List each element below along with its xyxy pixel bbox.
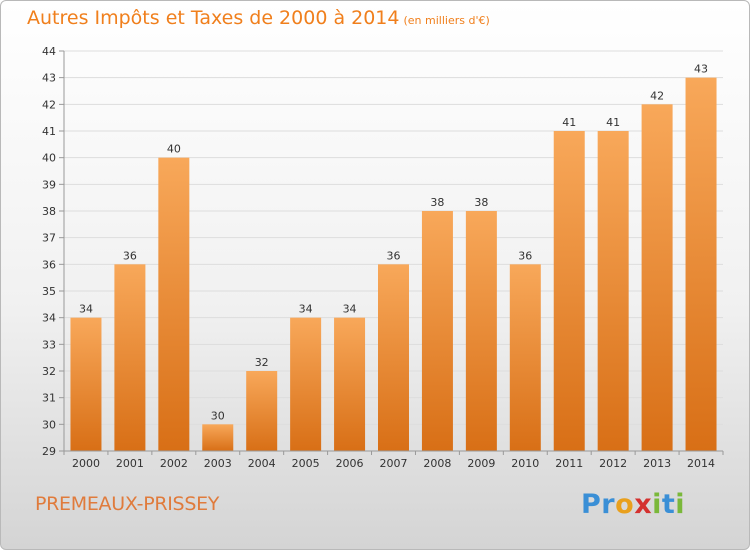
place-name: PREMEAUX-PRISSEY (35, 493, 220, 515)
bar-value-label: 32 (255, 356, 269, 369)
bar-value-label: 34 (79, 303, 93, 316)
data-labels: 34 36 40 30 32 34 34 36 38 38 36 41 41 42 43 (79, 63, 708, 423)
x-tick-label: 2009 (467, 457, 495, 470)
logo-letter: x (634, 489, 653, 520)
x-tick-label: 2006 (336, 457, 364, 470)
bar (378, 264, 409, 451)
x-tick-label: 2012 (599, 457, 627, 470)
bar (641, 104, 673, 451)
y-tick-label: 31 (42, 392, 56, 405)
bar-value-label: 34 (299, 303, 313, 316)
bar-value-label: 38 (474, 196, 488, 209)
bar-value-label: 42 (650, 89, 664, 102)
x-tick-label: 2014 (687, 457, 715, 470)
bar-value-label: 40 (167, 143, 181, 156)
bar-value-label: 41 (562, 116, 576, 129)
bar (158, 157, 190, 451)
bar-value-label: 36 (123, 249, 137, 262)
bars (70, 77, 717, 452)
logo-letter: t (661, 489, 676, 520)
x-tick-label: 2000 (72, 457, 100, 470)
logo-letter: i (675, 489, 686, 520)
bar (465, 211, 497, 451)
logo-letter: P (581, 489, 602, 520)
bar-value-label: 30 (211, 409, 225, 422)
chart-title: Autres Impôts et Taxes de 2000 à 2014 (en… (27, 7, 490, 29)
y-tick-label: 42 (42, 98, 56, 111)
x-tick-label: 2011 (555, 457, 583, 470)
x-tick-label: 2003 (204, 457, 232, 470)
x-tick-label: 2001 (116, 457, 144, 470)
y-tick-label: 40 (42, 152, 56, 165)
logo-letter: o (615, 489, 635, 520)
x-tick-label: 2010 (511, 457, 539, 470)
y-tick-label: 30 (42, 418, 56, 431)
y-tick-label: 36 (42, 258, 56, 271)
y-tick-label: 43 (42, 72, 56, 85)
x-tick-label: 2008 (423, 457, 451, 470)
bar (421, 211, 453, 451)
y-tick-label: 39 (42, 178, 56, 191)
bar (114, 264, 146, 451)
x-tick-label: 2013 (643, 457, 671, 470)
y-tick-label: 34 (42, 312, 56, 325)
bar (246, 371, 278, 451)
y-tick-label: 37 (42, 232, 56, 245)
proxiti-logo: Proxiti (581, 489, 685, 520)
bar-value-label: 36 (518, 249, 532, 262)
bar (290, 317, 322, 451)
bar (509, 264, 541, 451)
y-tick-label: 33 (42, 338, 56, 351)
bar (685, 77, 717, 452)
bar-value-label: 41 (606, 116, 620, 129)
y-tick-label: 32 (42, 365, 56, 378)
bar-value-label: 36 (387, 249, 401, 262)
bar (202, 424, 234, 451)
logo-letter: r (601, 489, 616, 520)
bar (597, 131, 629, 451)
x-tick-label: 2007 (380, 457, 408, 470)
y-tick-label: 38 (42, 205, 56, 218)
x-tick-label: 2002 (160, 457, 188, 470)
y-tick-label: 29 (42, 445, 56, 458)
x-tick-label: 2004 (248, 457, 276, 470)
x-tick-label: 2005 (292, 457, 320, 470)
y-tick-label: 44 (42, 45, 56, 58)
bar-value-label: 38 (430, 196, 444, 209)
y-tick-label: 35 (42, 285, 56, 298)
y-tick-label: 41 (42, 125, 56, 138)
chart-subtitle: (en milliers d'€) (403, 14, 490, 27)
bar (334, 317, 366, 451)
bar (70, 317, 102, 451)
bar-value-label: 43 (694, 63, 708, 76)
axes: 29 30 31 32 33 34 35 36 37 38 39 40 41 42 43 44 2000 2001… (42, 45, 724, 470)
bar (553, 131, 585, 451)
bar-value-label: 34 (343, 303, 357, 316)
logo-letter: i (652, 489, 662, 520)
